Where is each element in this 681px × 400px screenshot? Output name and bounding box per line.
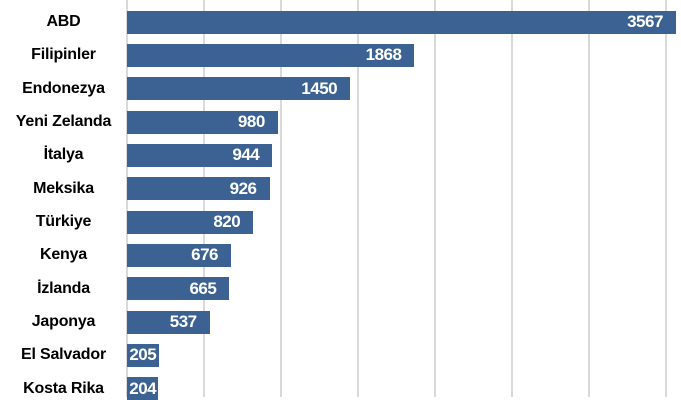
value-label: 820 <box>213 212 241 231</box>
bar-row: Kosta Rika 204 <box>0 367 681 400</box>
bar: 665 <box>127 277 230 301</box>
value-label: 1450 <box>301 78 338 98</box>
gridline <box>433 0 436 397</box>
category-label: Meksika <box>33 179 94 197</box>
value-label: 1868 <box>365 45 402 65</box>
bar: 205 <box>127 343 159 367</box>
value-label: 980 <box>237 112 265 131</box>
category-label: Kenya <box>39 246 88 264</box>
category-label: El Salvador <box>21 346 106 364</box>
bar: 820 <box>127 210 254 234</box>
bar-row: Filipinler 1868 <box>0 33 681 67</box>
value-label: 944 <box>232 145 260 165</box>
category-label: Yeni Zelanda <box>15 113 112 130</box>
bar-row: İtalya 944 <box>0 133 681 167</box>
gridline <box>664 0 667 397</box>
value-label: 537 <box>169 312 197 331</box>
value-label: 665 <box>189 278 217 298</box>
category-label: İzlanda <box>37 279 90 297</box>
gridline <box>587 0 590 397</box>
bar: 1868 <box>127 43 415 67</box>
category-label: Kosta Rika <box>23 379 104 397</box>
category-label: İtalya <box>43 146 84 164</box>
bar-row: Japonya 537 <box>0 300 681 334</box>
value-label: 926 <box>229 178 257 198</box>
value-label: 676 <box>191 245 219 265</box>
category-label: Japonya <box>31 313 96 330</box>
value-label: 3567 <box>627 12 663 31</box>
value-label: 204 <box>129 378 157 398</box>
bar-row: Yeni Zelanda 980 <box>0 100 681 134</box>
bar: 676 <box>127 243 232 267</box>
bar-row: ABD 3567 <box>0 0 681 34</box>
bar-row: Kenya 676 <box>0 233 681 267</box>
category-label: Endonezya <box>22 79 105 97</box>
category-label: Türkiye <box>35 213 92 230</box>
bar: 204 <box>127 377 159 400</box>
bar: 3567 <box>127 10 676 34</box>
bar: 1450 <box>127 77 351 101</box>
bar-row: İzlanda 665 <box>0 267 681 301</box>
gridline <box>510 0 513 397</box>
bar-row: El Salvador 205 <box>0 333 681 367</box>
gridline <box>279 0 282 397</box>
gridline <box>356 0 359 397</box>
bar: 926 <box>127 177 270 201</box>
category-label: Filipinler <box>31 46 96 64</box>
bar-row: Meksika 926 <box>0 167 681 201</box>
value-label: 205 <box>129 345 157 365</box>
bar-row: Türkiye 820 <box>0 200 681 234</box>
bar: 944 <box>127 143 273 167</box>
category-label: ABD <box>46 13 81 30</box>
bar: 537 <box>127 310 210 334</box>
bar-row: Endonezya 1450 <box>0 67 681 101</box>
bar: 980 <box>127 110 278 134</box>
